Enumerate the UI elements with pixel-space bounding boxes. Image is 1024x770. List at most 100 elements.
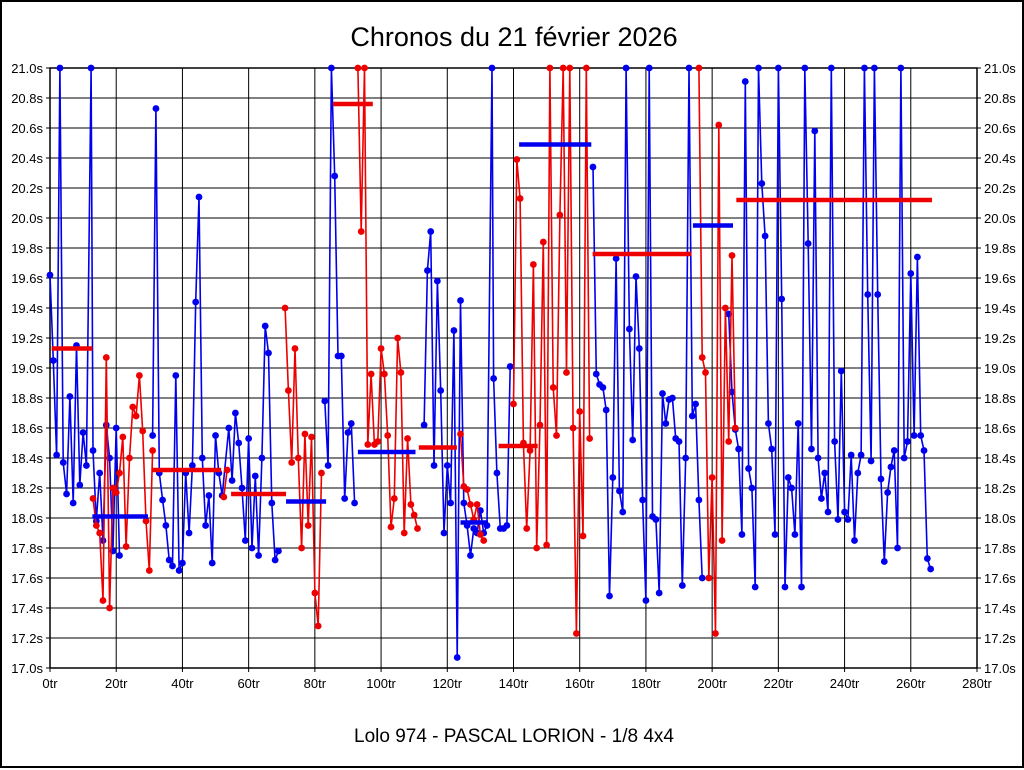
blue-driver-laps-point xyxy=(238,484,246,492)
red-driver-laps-point xyxy=(119,433,127,441)
red-driver-laps-point xyxy=(708,474,716,481)
plot-frame xyxy=(49,67,978,669)
blue-driver-laps-point xyxy=(755,64,762,72)
blue-driver-laps-point xyxy=(917,432,925,439)
blue-driver-laps-point xyxy=(735,445,743,453)
red-driver-laps-point xyxy=(291,345,299,352)
blue-driver-laps-point xyxy=(506,363,514,370)
red-driver-laps-point xyxy=(404,435,411,442)
y-axis-label-right: 20.2s xyxy=(984,181,1016,196)
blue-driver-laps-point xyxy=(212,432,219,439)
blue-driver-laps-point xyxy=(265,349,272,357)
blue-driver-laps-point xyxy=(245,435,253,442)
blue-driver-laps-point xyxy=(622,64,630,72)
y-axis-label-left: 17.2s xyxy=(11,631,43,646)
red-driver-laps-point xyxy=(400,529,408,537)
blue-driver-laps-point xyxy=(821,469,829,477)
red-driver-laps-point xyxy=(731,424,739,432)
red-driver-laps-point xyxy=(390,495,398,502)
y-axis-label-right: 20.6s xyxy=(984,121,1016,136)
red-driver-laps-point xyxy=(563,369,570,376)
y-axis-label-left: 20.0s xyxy=(11,211,43,226)
red-driver-laps-point xyxy=(476,531,484,538)
blue-driver-laps-point xyxy=(834,516,842,523)
blue-driver-laps-point xyxy=(907,270,915,277)
blue-driver-laps-point xyxy=(685,64,693,72)
red-driver-laps-point xyxy=(480,537,488,544)
red-driver-laps-point xyxy=(467,501,474,508)
red-driver-laps-point xyxy=(384,432,392,439)
blue-driver-laps-point xyxy=(172,372,180,379)
blue-driver-laps-point xyxy=(655,589,663,597)
blue-driver-laps-point xyxy=(808,445,815,453)
y-axis-label-left: 19.4s xyxy=(11,301,43,316)
blue-driver-laps-point xyxy=(149,432,157,439)
red-driver-laps-point xyxy=(380,370,388,378)
x-axis-label: 100tr xyxy=(366,676,396,691)
blue-driver-laps-point xyxy=(169,562,176,570)
blue-driver-laps-point xyxy=(923,555,931,562)
red-driver-laps-point xyxy=(569,424,577,432)
blue-driver-laps-point xyxy=(208,559,216,567)
blue-driver-laps-point xyxy=(877,475,885,483)
x-axis-label: 120tr xyxy=(432,676,462,691)
blue-driver-laps-point xyxy=(251,472,259,480)
blue-driver-laps-point xyxy=(609,474,617,481)
blue-driver-laps-point xyxy=(351,499,358,507)
blue-driver-laps-point xyxy=(188,462,196,469)
y-axis-label-left: 17.8s xyxy=(11,541,43,556)
blue-driver-laps-point xyxy=(738,531,746,538)
red-driver-laps-point xyxy=(387,523,395,531)
red-driver-laps-point xyxy=(102,354,110,361)
red-driver-laps-point xyxy=(579,532,587,540)
blue-driver-laps-point xyxy=(887,463,895,471)
y-axis-label-left: 17.6s xyxy=(11,571,43,586)
x-axis-label: 200tr xyxy=(697,676,727,691)
red-driver-laps-point xyxy=(314,622,322,630)
red-driver-laps-point xyxy=(573,630,580,637)
blue-driver-laps-point xyxy=(847,451,855,459)
blue-driver-laps-point xyxy=(433,277,441,285)
blue-driver-laps-point xyxy=(811,127,819,135)
blue-driver-laps-point xyxy=(804,240,812,247)
blue-driver-laps-point xyxy=(165,556,173,564)
red-driver-laps-point xyxy=(308,433,315,441)
blue-driver-laps-point xyxy=(619,508,627,516)
blue-driver-laps-point xyxy=(831,438,839,445)
x-axis-label: 0tr xyxy=(42,676,58,691)
red-driver-laps-point xyxy=(539,238,547,246)
blue-driver-laps-point xyxy=(205,492,213,499)
blue-driver-laps-point xyxy=(89,447,97,454)
y-axis-label-right: 18.6s xyxy=(984,421,1016,436)
y-axis-label-left: 18.8s xyxy=(11,391,43,406)
blue-driver-laps-point xyxy=(669,394,676,402)
blue-driver-laps-point xyxy=(198,454,206,462)
y-axis-label-right: 19.4s xyxy=(984,301,1016,316)
blue-driver-laps-point xyxy=(864,291,872,298)
blue-driver-laps-point xyxy=(748,484,756,492)
blue-driver-laps-point xyxy=(602,406,610,414)
blue-driver-laps-point xyxy=(268,499,276,507)
red-driver-laps-point xyxy=(463,486,471,493)
blue-driver-laps-point xyxy=(162,522,170,529)
y-axis-label-right: 20.0s xyxy=(984,211,1016,226)
blue-driver-laps-point xyxy=(645,64,653,72)
y-axis-label-right: 20.4s xyxy=(984,151,1016,166)
y-axis-label-right: 17.0s xyxy=(984,661,1016,676)
blue-driver-laps-point xyxy=(837,367,845,375)
blue-driver-laps-point xyxy=(56,64,64,72)
blue-driver-laps-point xyxy=(642,597,650,604)
blue-driver-laps-point xyxy=(761,232,769,240)
y-axis-label-right: 17.8s xyxy=(984,541,1016,556)
y-axis-label-left: 20.2s xyxy=(11,181,43,196)
red-driver-laps-point xyxy=(516,195,524,202)
blue-driver-laps-point xyxy=(59,459,67,466)
blue-driver-laps-point xyxy=(884,489,892,496)
blue-driver-laps-point xyxy=(228,477,236,484)
blue-driver-laps-point xyxy=(784,474,792,481)
blue-driver-laps-point xyxy=(798,583,805,591)
red-driver-laps-point xyxy=(513,156,521,163)
y-axis-label-left: 17.4s xyxy=(11,601,43,616)
blue-driver-laps-point xyxy=(49,357,57,364)
